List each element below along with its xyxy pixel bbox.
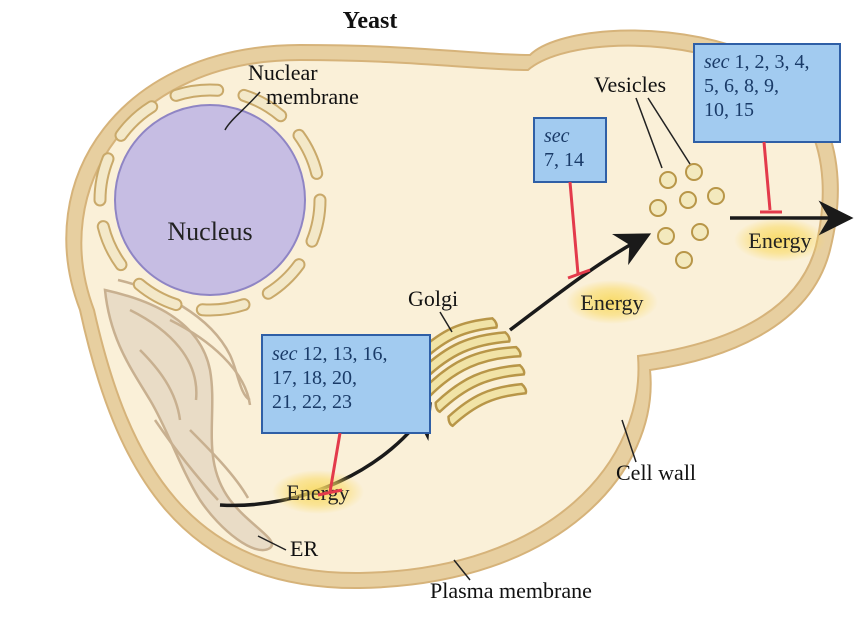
cell-wall-label: Cell wall [616,460,696,485]
nucleus-label: Nucleus [167,217,252,246]
diagram-root: Yeast Nucleus Energy [0,0,856,619]
nucleus [115,105,305,295]
energy-label-1: Energy [286,480,349,505]
plasma-membrane-label: Plasma membrane [430,578,592,603]
er-label: ER [290,536,318,561]
secbox-2-header: sec [544,125,570,147]
svg-text:7, 14: 7, 14 [544,149,584,171]
diagram-title: Yeast [343,8,398,34]
secbox-2-values: 7, 14 [544,149,584,171]
golgi-label: Golgi [408,286,458,311]
energy-label-3: Energy [748,228,811,253]
vesicles-label: Vesicles [594,72,666,97]
svg-text:sec: sec [544,125,570,147]
secbox-1-header: sec [272,343,298,365]
energy-label-2: Energy [580,290,643,315]
secbox-3-header: sec [704,51,730,73]
